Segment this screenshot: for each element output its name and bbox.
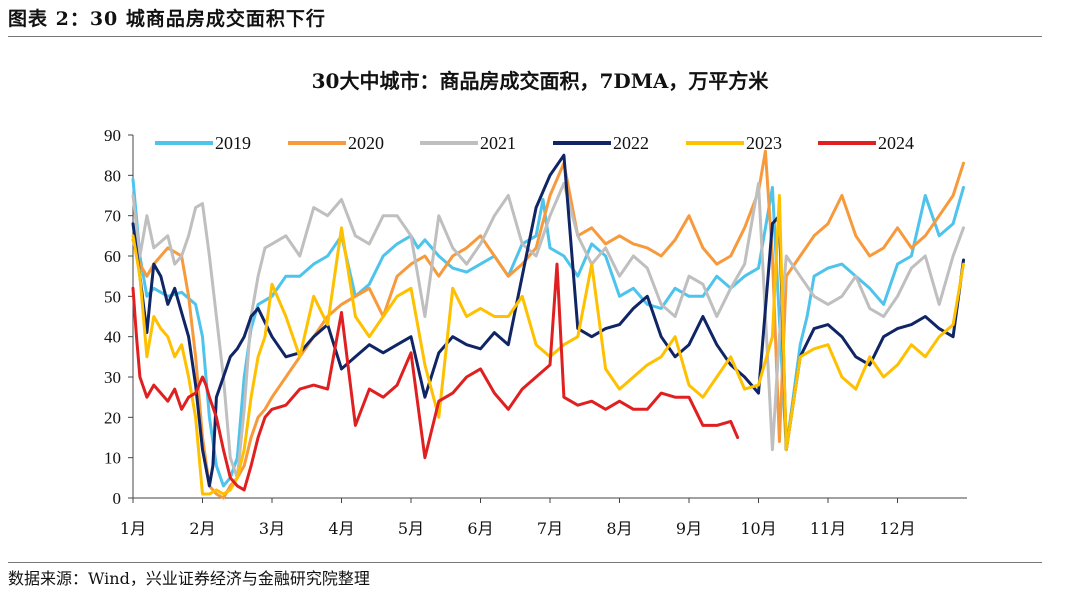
legend-label-2024: 2024 <box>878 133 914 153</box>
figure-title: 图表 2：30 城商品房成交面积下行 <box>8 8 326 30</box>
x-tick-label: 10月 <box>740 519 776 538</box>
legend-label-2020: 2020 <box>348 133 384 153</box>
y-tick-label: 30 <box>104 368 121 387</box>
y-tick-label: 0 <box>113 489 122 508</box>
y-tick-label: 90 <box>104 126 121 145</box>
source-note: 数据来源：Wind，兴业证券经济与金融研究院整理 <box>8 569 370 588</box>
x-tick-label: 1月 <box>120 519 146 538</box>
y-tick-label: 60 <box>104 247 121 266</box>
legend-label-2022: 2022 <box>613 133 649 153</box>
x-tick-label: 8月 <box>606 519 632 538</box>
x-tick-label: 7月 <box>537 519 563 538</box>
series-line-2024 <box>131 262 740 492</box>
y-tick-label: 50 <box>104 287 121 306</box>
chart-axes: 0 10 20 30 40 50 60 70 80 90 1月 2月 3月 4月 5月 6月 7月 8月 9月 10月… <box>104 126 967 538</box>
x-tick-label: 6月 <box>467 519 493 538</box>
x-tick-label: 3月 <box>259 519 285 538</box>
x-tick-label: 5月 <box>398 519 424 538</box>
series-line-2020 <box>131 149 965 500</box>
y-tick-label: 10 <box>104 449 121 468</box>
x-tick-label: 4月 <box>328 519 354 538</box>
legend-label-2019: 2019 <box>215 133 251 153</box>
x-tick-label: 11月 <box>810 519 846 538</box>
chart-title: 30大中城市：商品房成交面积，7DMA，万平方米 <box>312 69 770 93</box>
x-tick-label: 9月 <box>676 519 702 538</box>
x-tick-label: 2月 <box>189 519 215 538</box>
series-line-2021 <box>131 181 965 480</box>
series-line-2023 <box>131 194 965 496</box>
bottom-rule <box>8 562 1042 563</box>
top-rule <box>8 36 1042 37</box>
x-tick-label: 12月 <box>879 519 915 538</box>
series-lines <box>131 149 965 500</box>
chart-legend: 2019 2020 2021 2022 2023 2024 <box>155 133 914 153</box>
y-tick-label: 70 <box>104 207 121 226</box>
legend-label-2021: 2021 <box>480 133 516 153</box>
y-tick-label: 40 <box>104 328 121 347</box>
y-tick-label: 80 <box>104 166 121 185</box>
legend-label-2023: 2023 <box>746 133 782 153</box>
y-tick-label: 20 <box>104 408 121 427</box>
